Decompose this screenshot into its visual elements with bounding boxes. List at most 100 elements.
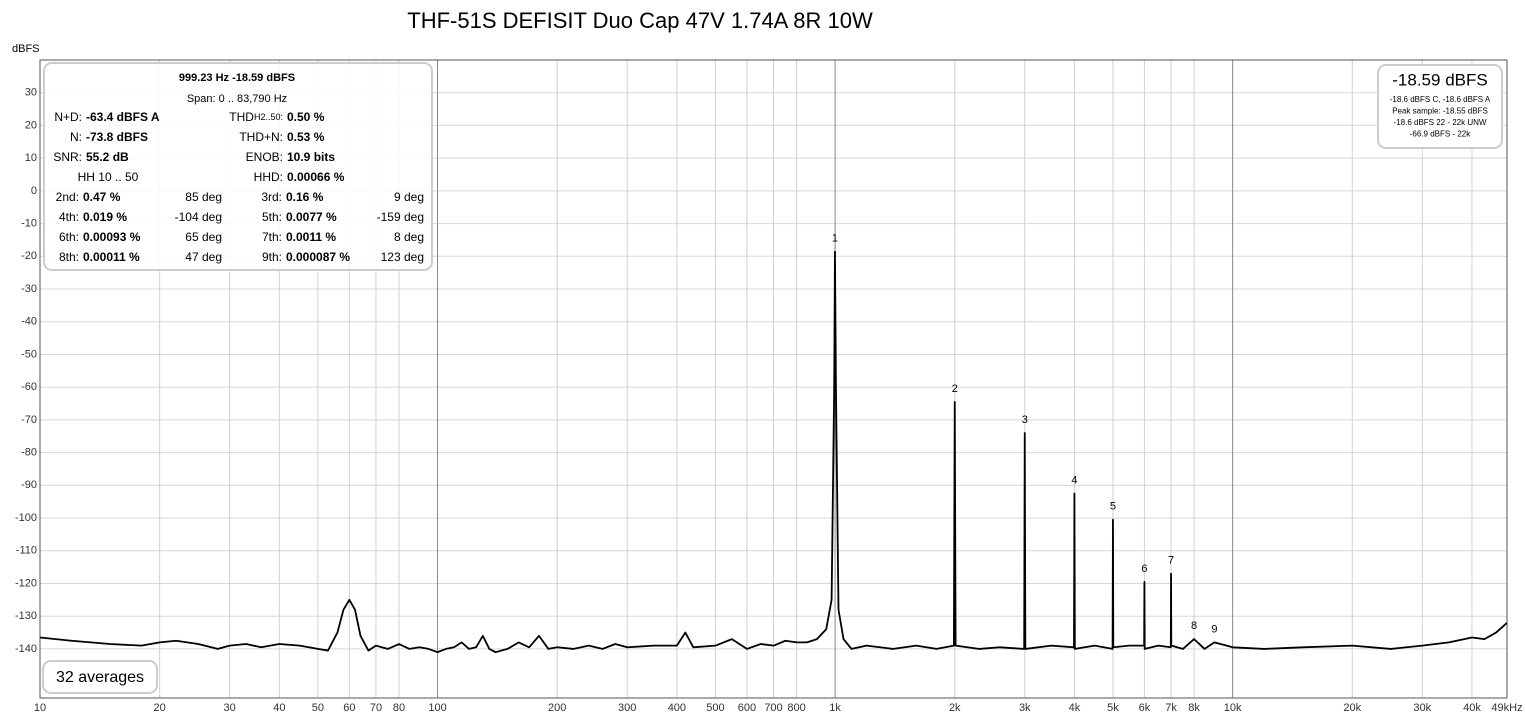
stat-label: THD+N: xyxy=(239,130,283,144)
x-tick-label: 20k xyxy=(1343,702,1361,714)
stat-value: 0.53 % xyxy=(287,130,325,144)
x-tick-label: 400 xyxy=(668,702,686,714)
x-tick-label: 49kHz xyxy=(1491,702,1522,714)
harmonic-name: 2nd: xyxy=(56,190,79,204)
x-tick-label: 50 xyxy=(312,702,324,714)
y-tick-label: -20 xyxy=(21,250,37,262)
harmonic-value: 0.47 % xyxy=(83,190,121,204)
y-tick-label: -70 xyxy=(21,414,37,426)
stat-value: -63.4 dBFS A xyxy=(86,110,160,124)
harmonic-name: 3rd: xyxy=(261,190,282,204)
x-tick-label: 80 xyxy=(393,702,405,714)
harmonic-value: 0.16 % xyxy=(286,190,324,204)
y-tick-label: -90 xyxy=(21,479,37,491)
info-span: Span: 0 .. 83,790 Hz xyxy=(187,93,287,105)
plot: 1 2 3 4 5 6 7 8 9 xyxy=(39,233,1508,654)
stat-value: 0.00066 % xyxy=(287,170,345,184)
x-tick-label: 1k xyxy=(829,702,841,714)
harmonic-phase: -104 deg xyxy=(175,210,222,224)
x-tick-label: 6k xyxy=(1139,702,1151,714)
x-tick-label: 30 xyxy=(224,702,236,714)
x-tick-label: 60 xyxy=(343,702,355,714)
x-tick-label: 8k xyxy=(1188,702,1200,714)
harmonic-phase: 123 deg xyxy=(381,250,424,264)
level-detail: Peak sample: -18.55 dBFS xyxy=(1392,107,1488,116)
averages-label: 32 averages xyxy=(56,669,144,686)
x-tick-label: 100 xyxy=(428,702,446,714)
y-tick-label: -130 xyxy=(15,610,37,622)
harmonic-name: 8th: xyxy=(59,250,79,264)
y-tick-label: 10 xyxy=(25,152,37,164)
stat-label: N+D: xyxy=(54,110,82,124)
stat-value: -73.8 dBFS xyxy=(86,130,148,144)
stat-label: SNR: xyxy=(53,150,82,164)
harmonic-value: 0.00011 % xyxy=(83,250,140,264)
x-tick-label: 2k xyxy=(949,702,961,714)
harmonic-label: 6 xyxy=(1141,563,1147,575)
harmonic-value: 0.000087 % xyxy=(286,250,350,264)
y-tick-label: 30 xyxy=(25,87,37,99)
harmonic-value: 0.0077 % xyxy=(286,210,337,224)
x-tick-label: 10k xyxy=(1224,702,1242,714)
x-tick-label: 300 xyxy=(618,702,636,714)
y-axis-label: dBFS xyxy=(12,43,40,55)
x-tick-label: 200 xyxy=(548,702,566,714)
x-tick-label: 7k xyxy=(1165,702,1177,714)
harmonic-name: 5th: xyxy=(262,210,282,224)
harmonic-label: 4 xyxy=(1071,474,1077,486)
harmonic-label: 3 xyxy=(1022,414,1028,426)
x-tick-label: 10 xyxy=(34,702,46,714)
harmonic-label: 9 xyxy=(1211,623,1217,635)
x-tick-label: 40k xyxy=(1463,702,1481,714)
level-value: -18.59 dBFS xyxy=(1392,70,1487,89)
harmonic-label: 5 xyxy=(1110,501,1116,513)
averages-box xyxy=(42,660,158,694)
level-detail: -18.6 dBFS C, -18.6 dBFS A xyxy=(1390,95,1491,104)
harmonic-name: 4th: xyxy=(59,210,79,224)
chart-title: THF-51S DEFISIT Duo Cap 47V 1.74A 8R 10W xyxy=(407,8,873,33)
harmonic-value: 0.019 % xyxy=(83,210,127,224)
harmonic-name: 9th: xyxy=(262,250,282,264)
harmonic-label: 2 xyxy=(952,383,958,395)
x-tick-label: 40 xyxy=(273,702,285,714)
harmonic-phase: 65 deg xyxy=(185,230,222,244)
harmonic-phase: 8 deg xyxy=(394,230,424,244)
harmonic-phase: -159 deg xyxy=(377,210,424,224)
x-tick-label: 800 xyxy=(787,702,805,714)
x-tick-label: 20 xyxy=(154,702,166,714)
stat-value: 0.50 % xyxy=(287,110,325,124)
y-tick-label: -60 xyxy=(21,381,37,393)
harmonic-name: 7th: xyxy=(262,230,282,244)
harmonic-value: 0.00093 % xyxy=(83,230,141,244)
y-tick-label: -50 xyxy=(21,348,37,360)
harmonic-phase: 47 deg xyxy=(185,250,222,264)
thd-label: THDH2..50: xyxy=(229,110,283,124)
stat-label: ENOB: xyxy=(246,150,283,164)
y-tick-label: -100 xyxy=(15,512,37,524)
x-tick-label: 700 xyxy=(764,702,782,714)
x-tick-label: 5k xyxy=(1107,702,1119,714)
y-tick-label: -10 xyxy=(21,217,37,229)
stat-value: 55.2 dB xyxy=(86,150,129,164)
info-panel xyxy=(43,62,433,271)
y-tick-label: -110 xyxy=(16,545,37,557)
y-tick-label: -40 xyxy=(21,316,37,328)
x-tick-label: 70 xyxy=(370,702,382,714)
thd-label-sub: H2..50: xyxy=(254,112,283,122)
x-tick-label: 3k xyxy=(1019,702,1031,714)
stat-value: 10.9 bits xyxy=(287,150,335,164)
harmonic-label: 1 xyxy=(832,233,838,245)
y-tick-label: 20 xyxy=(25,119,37,131)
harmonic-value: 0.0011 % xyxy=(286,230,336,244)
y-tick-label: 0 xyxy=(31,185,37,197)
harmonic-label: 7 xyxy=(1168,555,1174,567)
level-panel xyxy=(1377,64,1503,149)
x-tick-label: 4k xyxy=(1069,702,1081,714)
x-tick-label: 30k xyxy=(1413,702,1431,714)
y-tick-label: -120 xyxy=(15,577,37,589)
x-tick-label: 500 xyxy=(706,702,724,714)
y-tick-label: -140 xyxy=(15,643,37,655)
x-tick-label: 600 xyxy=(738,702,756,714)
level-detail: -66.9 dBFS - 22k xyxy=(1410,130,1471,139)
